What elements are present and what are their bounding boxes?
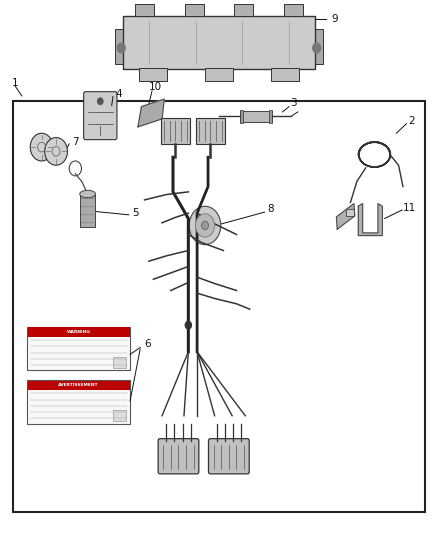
Text: AVERTISSEMENT: AVERTISSEMENT <box>58 383 99 387</box>
FancyBboxPatch shape <box>208 439 249 474</box>
Polygon shape <box>138 99 164 127</box>
Bar <box>113 357 126 368</box>
Bar <box>27 380 130 424</box>
Bar <box>123 16 315 69</box>
Text: 1: 1 <box>12 78 19 87</box>
Text: 6: 6 <box>145 339 152 349</box>
Bar <box>113 410 126 421</box>
Bar <box>184 4 204 16</box>
Circle shape <box>195 214 215 237</box>
Bar <box>27 327 130 370</box>
Circle shape <box>117 43 125 53</box>
Circle shape <box>45 138 67 165</box>
FancyBboxPatch shape <box>158 439 199 474</box>
Text: 9: 9 <box>332 14 339 23</box>
Circle shape <box>30 133 53 161</box>
Bar <box>310 29 323 64</box>
Bar <box>234 4 254 16</box>
Bar <box>80 194 95 227</box>
Bar <box>196 118 225 144</box>
Text: 7: 7 <box>72 138 79 147</box>
Bar <box>13 101 425 512</box>
Bar <box>240 110 243 123</box>
Text: 2: 2 <box>408 116 415 126</box>
Circle shape <box>98 98 103 104</box>
Bar <box>28 381 130 390</box>
Bar <box>346 209 354 216</box>
Bar <box>240 111 272 122</box>
Text: 3: 3 <box>290 98 297 108</box>
Bar <box>115 29 128 64</box>
Text: 5: 5 <box>132 208 139 218</box>
Bar <box>205 68 233 81</box>
Bar <box>269 110 272 123</box>
Bar <box>271 68 299 81</box>
Circle shape <box>189 206 221 245</box>
Polygon shape <box>336 204 355 229</box>
Text: 11: 11 <box>403 203 416 213</box>
Circle shape <box>201 221 208 230</box>
Bar <box>139 68 167 81</box>
FancyBboxPatch shape <box>84 92 117 140</box>
Bar <box>284 4 303 16</box>
Bar <box>161 118 190 144</box>
Text: WARNING: WARNING <box>67 330 91 334</box>
Ellipse shape <box>80 190 95 198</box>
Text: 4: 4 <box>116 89 123 99</box>
Bar <box>28 327 130 337</box>
Circle shape <box>185 321 191 329</box>
Circle shape <box>313 43 321 53</box>
Text: 8: 8 <box>267 205 274 214</box>
Text: 10: 10 <box>149 83 162 92</box>
Polygon shape <box>358 204 382 236</box>
Bar <box>135 4 154 16</box>
